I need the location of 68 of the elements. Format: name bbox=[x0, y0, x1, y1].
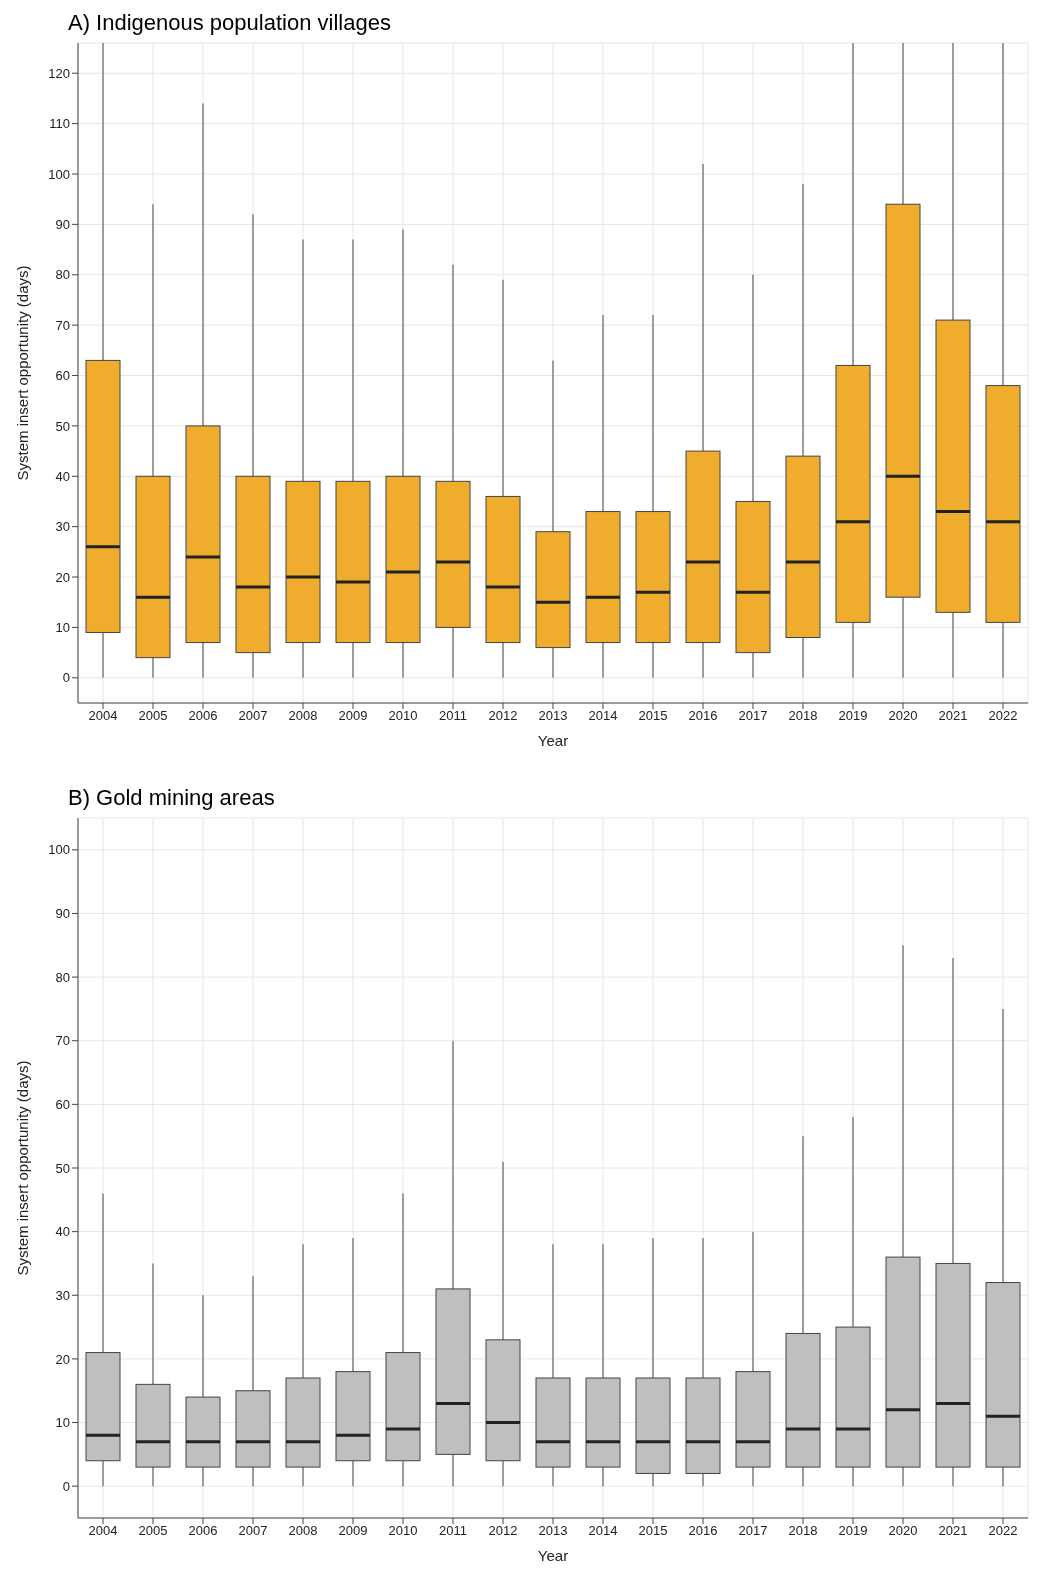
x-tick-label: 2008 bbox=[288, 1523, 318, 1539]
y-tick-label: 10 bbox=[55, 620, 70, 636]
x-tick-label: 2005 bbox=[138, 708, 168, 724]
x-tick-label: 2013 bbox=[538, 1523, 568, 1539]
x-tick-label: 2011 bbox=[439, 708, 467, 724]
y-tick-label: 10 bbox=[55, 1415, 70, 1431]
x-tick-label: 2015 bbox=[638, 708, 668, 724]
y-tick-label: 90 bbox=[55, 906, 70, 922]
x-tick-label: 2013 bbox=[538, 708, 568, 724]
x-tick-label: 2017 bbox=[738, 1523, 768, 1539]
x-tick-label: 2004 bbox=[88, 708, 118, 724]
x-tick-label: 2022 bbox=[988, 1523, 1018, 1539]
y-tick-label: 20 bbox=[55, 569, 70, 585]
y-tick-label: 100 bbox=[48, 842, 70, 858]
y-tick-label: 70 bbox=[55, 317, 70, 333]
x-tick-label: 2010 bbox=[388, 1523, 418, 1539]
x-tick-label: 2008 bbox=[288, 708, 318, 724]
x-tick-label: 2018 bbox=[788, 1523, 818, 1539]
y-tick-label: 80 bbox=[55, 267, 70, 283]
x-tick-label: 2019 bbox=[838, 1523, 868, 1539]
y-tick-label: 70 bbox=[55, 1033, 70, 1049]
x-tick-label: 2017 bbox=[738, 708, 768, 724]
y-tick-label: 40 bbox=[55, 468, 70, 484]
x-axis-title: Year bbox=[537, 1547, 569, 1564]
y-axis-title: System insert opportunity (days) bbox=[14, 1060, 32, 1276]
x-tick-label: 2014 bbox=[588, 708, 618, 724]
chart-title: A) Indigenous population villages bbox=[67, 9, 392, 37]
y-tick-label: 60 bbox=[55, 1096, 70, 1112]
y-tick-label: 50 bbox=[55, 1160, 70, 1176]
y-tick-label: 80 bbox=[55, 969, 70, 985]
x-tick-label: 2006 bbox=[188, 708, 218, 724]
x-axis-title: Year bbox=[537, 732, 569, 749]
x-tick-label: 2005 bbox=[138, 1523, 168, 1539]
y-tick-label: 120 bbox=[48, 65, 70, 81]
x-tick-label: 2007 bbox=[238, 708, 268, 724]
chart-title: B) Gold mining areas bbox=[67, 784, 276, 812]
x-tick-label: 2014 bbox=[588, 1523, 618, 1539]
x-tick-label: 2022 bbox=[988, 708, 1018, 724]
x-tick-label: 2012 bbox=[488, 708, 518, 724]
x-tick-label: 2020 bbox=[888, 708, 918, 724]
x-tick-label: 2009 bbox=[338, 1523, 368, 1539]
y-axis-title: System insert opportunity (days) bbox=[14, 265, 32, 481]
y-tick-label: 100 bbox=[48, 166, 70, 182]
y-tick-label: 0 bbox=[62, 1478, 70, 1494]
x-tick-label: 2006 bbox=[188, 1523, 218, 1539]
y-tick-label: 110 bbox=[49, 116, 70, 132]
x-tick-label: 2009 bbox=[338, 708, 368, 724]
y-tick-label: 60 bbox=[55, 368, 70, 384]
x-tick-label: 2012 bbox=[488, 1523, 518, 1539]
x-tick-label: 2004 bbox=[88, 1523, 118, 1539]
x-tick-label: 2016 bbox=[688, 708, 718, 724]
x-tick-label: 2020 bbox=[888, 1523, 918, 1539]
y-tick-label: 90 bbox=[55, 216, 70, 232]
x-tick-label: 2011 bbox=[439, 1523, 467, 1539]
x-tick-label: 2016 bbox=[688, 1523, 718, 1539]
y-tick-label: 30 bbox=[55, 1287, 70, 1303]
x-tick-label: 2010 bbox=[388, 708, 418, 724]
y-tick-label: 40 bbox=[55, 1224, 70, 1240]
y-tick-label: 20 bbox=[55, 1351, 70, 1367]
x-tick-label: 2015 bbox=[638, 1523, 668, 1539]
x-tick-label: 2018 bbox=[788, 708, 818, 724]
y-tick-label: 0 bbox=[62, 670, 70, 686]
y-tick-label: 30 bbox=[55, 519, 70, 535]
x-tick-label: 2021 bbox=[938, 1523, 968, 1539]
x-tick-label: 2019 bbox=[838, 708, 868, 724]
x-tick-label: 2007 bbox=[238, 1523, 268, 1539]
x-tick-label: 2021 bbox=[938, 708, 968, 724]
y-tick-label: 50 bbox=[55, 418, 70, 434]
